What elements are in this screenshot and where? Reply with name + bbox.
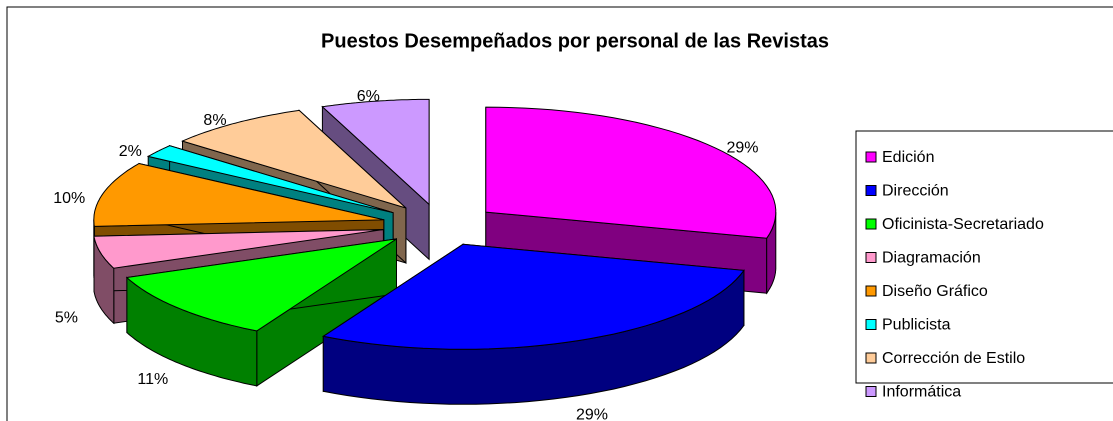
pie-slice — [146, 145, 394, 214]
data-label: 10% — [53, 190, 85, 207]
legend-swatch — [865, 185, 877, 196]
legend-label: Diagramación — [882, 250, 981, 267]
legend-label: Oficinista-Secretariado — [882, 216, 1044, 233]
pie-slice — [321, 98, 430, 206]
pie-slice — [93, 162, 384, 227]
legend-label: Edición — [882, 149, 934, 166]
chart-title: Puestos Desempeñados por personal de las… — [321, 30, 829, 52]
pie-slice — [321, 243, 745, 350]
legend-swatch — [865, 319, 877, 330]
data-label: 2% — [119, 143, 142, 160]
legend-swatch — [865, 285, 877, 297]
legend-swatch — [865, 151, 877, 163]
data-label: 5% — [55, 309, 78, 326]
legend-label: Informática — [882, 384, 961, 401]
legend-label: Publicista — [882, 317, 951, 334]
data-label: 11% — [137, 371, 168, 388]
data-label: 29% — [726, 139, 758, 156]
legend-box — [855, 130, 1113, 384]
data-label: 8% — [203, 112, 226, 129]
legend-swatch — [865, 252, 877, 263]
pie-slice — [181, 109, 407, 209]
pie-slice — [485, 106, 777, 239]
legend-swatch — [865, 218, 877, 230]
pie-slice — [125, 238, 397, 332]
data-label: 6% — [357, 88, 380, 105]
legend-label: Corrección de Estilo — [882, 350, 1025, 367]
legend-label: Diseño Gráfico — [882, 283, 988, 300]
legend-swatch — [865, 386, 877, 397]
legend-swatch — [865, 352, 877, 364]
pie-slice — [93, 229, 384, 269]
data-label: 29% — [576, 406, 608, 421]
legend-label: Dirección — [882, 183, 949, 200]
